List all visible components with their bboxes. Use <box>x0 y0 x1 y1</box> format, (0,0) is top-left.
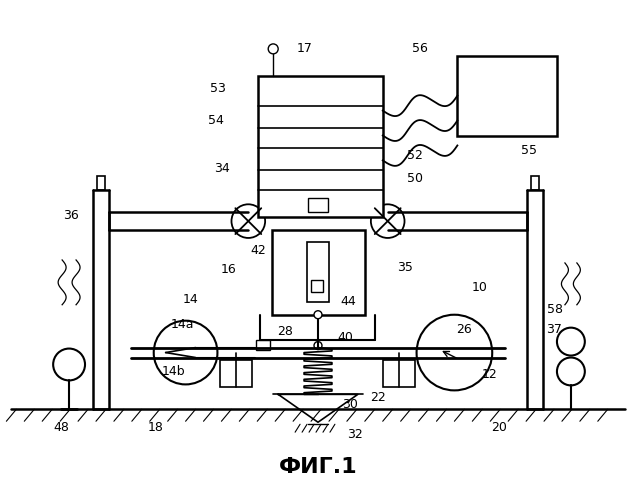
Text: 42: 42 <box>251 244 266 256</box>
Bar <box>258 76 383 217</box>
Text: 37: 37 <box>546 323 562 336</box>
Text: 20: 20 <box>491 420 507 434</box>
Circle shape <box>557 358 585 386</box>
Circle shape <box>314 310 322 318</box>
Text: 32: 32 <box>347 428 363 440</box>
Circle shape <box>371 204 404 238</box>
Circle shape <box>268 44 278 54</box>
Text: 30: 30 <box>342 398 358 411</box>
Bar <box>256 340 270 349</box>
Text: 18: 18 <box>148 420 163 434</box>
Text: 14: 14 <box>183 294 198 306</box>
Bar <box>307 242 329 302</box>
Text: 26: 26 <box>457 323 473 336</box>
Text: 36: 36 <box>63 208 79 222</box>
Circle shape <box>557 328 585 355</box>
Bar <box>97 176 105 190</box>
Text: 16: 16 <box>221 264 236 276</box>
Text: 17: 17 <box>297 42 313 56</box>
Text: 35: 35 <box>397 262 413 274</box>
Text: 40: 40 <box>337 331 353 344</box>
Text: 44: 44 <box>340 296 356 308</box>
Text: 12: 12 <box>481 368 497 381</box>
Bar <box>531 176 539 190</box>
Text: ФИГ.1: ФИГ.1 <box>279 457 357 477</box>
Bar <box>308 198 328 212</box>
Text: 14b: 14b <box>162 365 186 378</box>
Text: 55: 55 <box>521 144 537 157</box>
Bar <box>457 56 557 136</box>
Text: 56: 56 <box>411 42 427 56</box>
Text: 34: 34 <box>214 162 230 175</box>
Circle shape <box>53 348 85 380</box>
Bar <box>272 230 365 314</box>
Circle shape <box>314 342 322 349</box>
Text: 54: 54 <box>207 114 223 127</box>
Text: 50: 50 <box>406 172 422 185</box>
Text: 53: 53 <box>211 82 226 95</box>
Text: 52: 52 <box>406 149 422 162</box>
Text: 48: 48 <box>53 420 69 434</box>
Circle shape <box>154 320 218 384</box>
Text: 14a: 14a <box>171 318 195 331</box>
Circle shape <box>417 314 492 390</box>
Text: 22: 22 <box>370 391 385 404</box>
Text: 58: 58 <box>547 303 563 316</box>
Text: 28: 28 <box>277 325 293 338</box>
Bar <box>311 280 323 292</box>
Bar <box>383 360 415 388</box>
Circle shape <box>232 204 265 238</box>
Text: 10: 10 <box>471 282 487 294</box>
Bar <box>221 360 252 388</box>
